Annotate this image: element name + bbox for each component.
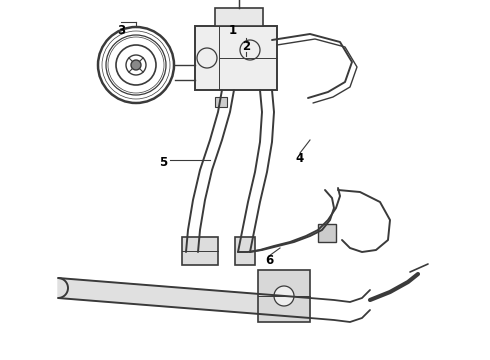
Text: 6: 6 bbox=[265, 253, 273, 266]
Text: 2: 2 bbox=[242, 40, 250, 54]
Bar bbox=[258, 270, 310, 322]
Circle shape bbox=[274, 286, 294, 306]
Text: 3: 3 bbox=[117, 23, 125, 36]
Bar bbox=[318, 224, 336, 242]
Bar bbox=[195, 26, 277, 90]
Bar bbox=[215, 8, 263, 26]
Text: 5: 5 bbox=[159, 157, 167, 170]
Circle shape bbox=[131, 60, 141, 70]
Text: 1: 1 bbox=[229, 23, 237, 36]
Bar bbox=[215, 97, 227, 107]
Bar bbox=[182, 237, 218, 265]
Text: 4: 4 bbox=[296, 152, 304, 165]
Polygon shape bbox=[58, 278, 310, 318]
Bar bbox=[235, 237, 255, 265]
